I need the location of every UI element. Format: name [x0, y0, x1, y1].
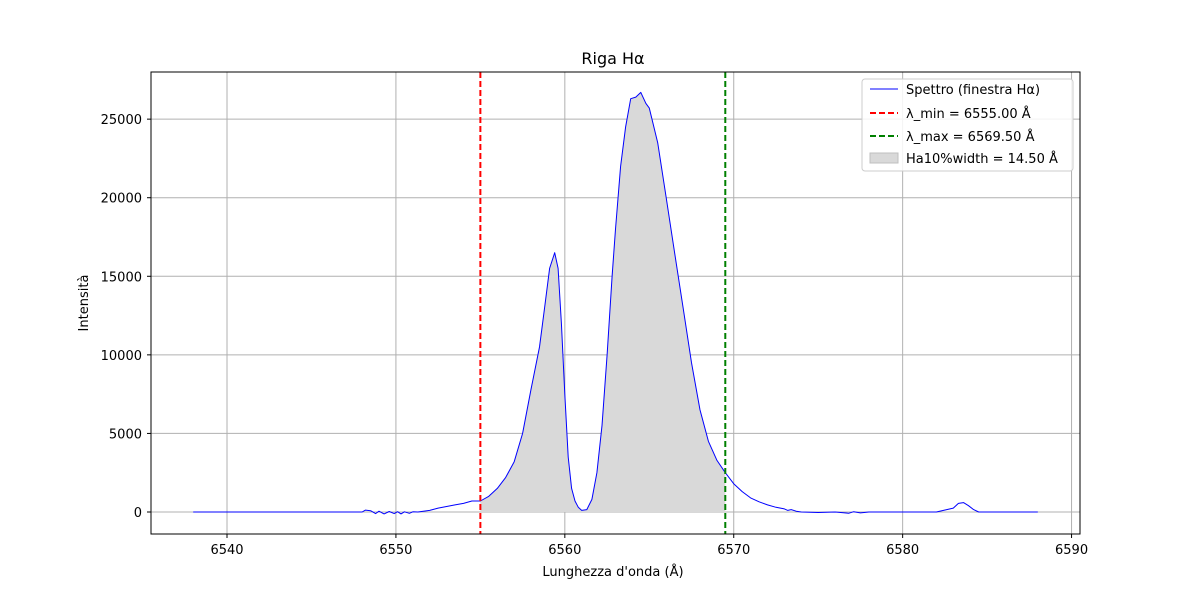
ha10-width-fill: [480, 92, 726, 513]
legend-swatch-fill: [869, 152, 899, 164]
x-axis-label: Lunghezza d'onda (Å): [542, 564, 683, 580]
y-tick-label: 10000: [101, 349, 142, 364]
legend-label-lambda-min: λ_min = 6555.00 Å: [906, 106, 1031, 122]
plot-frame: [150, 71, 1081, 535]
x-tick-label: 6540: [210, 543, 243, 558]
legend-box: [861, 78, 1074, 172]
x-tick-label: 6550: [379, 543, 412, 558]
y-tick-label: 0: [134, 506, 142, 521]
axis-ticks: 6540 6550 6560 6570 6580 6590 0 5000 10000 15000 2…: [101, 113, 1088, 558]
x-tick-label: 6580: [886, 543, 919, 558]
legend-label-spectrum: Spettro (finestra Hα): [906, 83, 1040, 98]
y-tick-label: 15000: [101, 270, 142, 285]
legend-label-lambda-max: λ_max = 6569.50 Å: [906, 129, 1035, 145]
x-tick-label: 6570: [717, 543, 750, 558]
chart-title: Riga Hα: [581, 49, 644, 68]
y-tick-label: 5000: [109, 427, 142, 442]
legend: Spettro (finestra Hα) λ_min = 6555.00 Å …: [861, 78, 1074, 172]
y-tick-label: 25000: [101, 113, 142, 128]
x-tick-label: 6590: [1055, 543, 1088, 558]
y-axis-label: Intensità: [77, 275, 92, 332]
y-tick-label: 20000: [101, 192, 142, 207]
x-tick-label: 6560: [548, 543, 581, 558]
legend-label-fill: Ha10%width = 14.50 Å: [906, 151, 1058, 167]
spectrum-line: [193, 91, 1038, 515]
